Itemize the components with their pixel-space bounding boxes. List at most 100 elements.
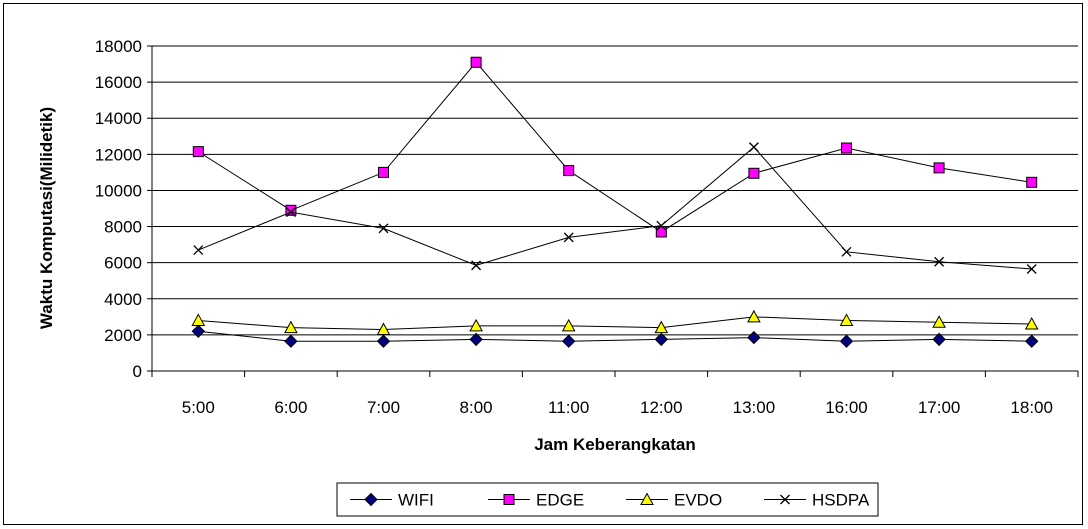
x-tick-labels: 5:00 6:00 7:00 8:00 11:00 12:00 13:00 16:00 17:0… — [182, 398, 1053, 417]
x-tick-label: 8:00 — [460, 398, 493, 417]
x-tick-label: 11:00 — [548, 398, 589, 417]
x-marker-stroke — [934, 256, 945, 267]
y-tick-label: 4000 — [104, 290, 142, 309]
x-tick-label: 18:00 — [1010, 398, 1053, 417]
y-tick-label: 12000 — [95, 145, 142, 164]
data-point-wifi — [376, 334, 391, 348]
gridlines — [152, 45, 1078, 336]
y-tick-label: 16000 — [95, 73, 142, 92]
data-point-evdo — [654, 320, 669, 334]
data-point-hsdpa — [1026, 264, 1037, 274]
x-marker-stroke — [378, 223, 389, 234]
data-point-edge — [841, 142, 852, 154]
data-point-wifi — [191, 324, 206, 338]
data-point-edge — [655, 226, 667, 238]
data-point-wifi — [654, 332, 669, 347]
data-point-hsdpa — [748, 142, 759, 153]
x-tick-label: 16:00 — [825, 398, 868, 417]
y-tick-label: 2000 — [104, 326, 142, 345]
x-marker-stroke — [841, 246, 852, 257]
data-point-wifi — [1024, 334, 1039, 348]
legend-entry-evdo: EVDO — [626, 491, 722, 510]
series-line-evdo — [198, 316, 1032, 330]
x-tick-label: 6:00 — [274, 398, 307, 417]
data-point-evdo — [191, 313, 206, 326]
data-point-wifi — [469, 332, 483, 347]
data-point-hsdpa — [471, 260, 482, 271]
data-point-hsdpa — [563, 232, 574, 243]
legend-entry-edge: EDGE — [488, 491, 584, 510]
data-point-edge — [933, 162, 945, 174]
series-line-wifi — [198, 330, 1032, 342]
series-line-edge — [198, 61, 1032, 233]
data-point-edge — [378, 166, 389, 178]
legend-label-edge: EDGE — [536, 491, 584, 510]
x-marker-stroke — [471, 260, 482, 271]
legend: WIFI EDGE EVDO HSDPA — [336, 482, 879, 517]
series-hsdpa — [193, 142, 1037, 274]
data-point-hsdpa — [934, 256, 945, 267]
y-tick-label: 0 — [133, 362, 142, 381]
data-point-hsdpa — [378, 223, 389, 234]
data-point-wifi — [932, 332, 946, 347]
data-point-wifi — [839, 334, 854, 348]
x-tick-label: 7:00 — [367, 398, 400, 417]
y-tick-label: 18000 — [95, 37, 142, 56]
y-tick-label: 14000 — [95, 109, 142, 128]
legend-entry-wifi: WIFI — [350, 491, 434, 510]
y-tick-label: 10000 — [95, 181, 142, 200]
legend-label-evdo: EVDO — [674, 491, 722, 510]
x-tick-label: 17:00 — [918, 398, 961, 417]
legend-marker-evdo — [640, 492, 654, 505]
y-tick-label: 8000 — [104, 218, 142, 237]
y-tick-label: 6000 — [104, 254, 142, 273]
data-point-edge — [192, 146, 204, 158]
legend-label-wifi: WIFI — [398, 491, 434, 510]
data-point-evdo — [469, 318, 483, 332]
series-line-hsdpa — [198, 146, 1032, 270]
data-point-hsdpa — [841, 246, 852, 257]
legend-label-hsdpa: HSDPA — [812, 491, 870, 510]
x-marker-stroke — [1026, 264, 1037, 274]
data-point-edge — [1026, 176, 1038, 188]
data-point-evdo — [284, 320, 298, 334]
data-point-evdo — [932, 315, 946, 328]
chart-frame — [3, 3, 1083, 525]
x-marker-stroke — [748, 142, 759, 153]
data-point-evdo — [1024, 317, 1039, 330]
data-point-wifi — [747, 330, 761, 345]
series-group — [191, 56, 1039, 348]
data-point-edge — [285, 204, 297, 216]
legend-entry-hsdpa: HSDPA — [764, 491, 870, 510]
series-edge — [192, 56, 1038, 238]
legend-marker-edge — [503, 494, 515, 505]
x-marker-stroke — [780, 494, 790, 505]
y-axis-title: Waktu Komputasi(Milidetik) — [37, 107, 56, 329]
series-evdo — [191, 309, 1039, 335]
data-point-evdo — [839, 313, 854, 326]
x-marker-stroke — [285, 207, 296, 218]
data-point-edge — [563, 165, 575, 177]
data-point-evdo — [747, 309, 761, 323]
x-axis-title: Jam Keberangkatan — [534, 435, 696, 454]
x-marker-stroke — [193, 245, 204, 255]
x-tick-label: 12:00 — [640, 398, 683, 417]
data-point-wifi — [284, 334, 298, 348]
data-point-edge — [748, 167, 760, 179]
series-wifi — [191, 324, 1039, 348]
data-point-evdo — [561, 318, 576, 332]
data-point-hsdpa — [285, 207, 296, 218]
data-point-wifi — [561, 334, 576, 348]
x-marker-stroke — [563, 232, 574, 243]
y-tick-labels: 0 2000 4000 6000 8000 10000 12000 14000 16000 180… — [95, 37, 142, 381]
x-tick-label: 13:00 — [733, 398, 776, 417]
axes — [147, 45, 1079, 377]
data-point-hsdpa — [656, 220, 667, 231]
x-marker-stroke — [656, 220, 667, 231]
data-point-edge — [470, 56, 482, 68]
legend-marker-wifi — [364, 492, 378, 507]
data-point-evdo — [376, 322, 391, 335]
data-point-hsdpa — [193, 245, 204, 255]
x-tick-label: 5:00 — [182, 398, 215, 417]
